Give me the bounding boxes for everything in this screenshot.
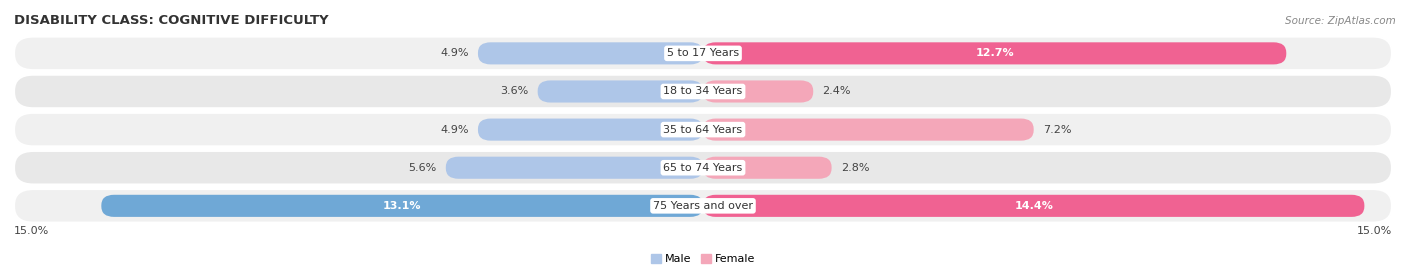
FancyBboxPatch shape (14, 37, 1392, 70)
Text: 18 to 34 Years: 18 to 34 Years (664, 86, 742, 96)
FancyBboxPatch shape (537, 80, 703, 103)
Text: 13.1%: 13.1% (382, 201, 422, 211)
FancyBboxPatch shape (703, 80, 813, 103)
Text: 3.6%: 3.6% (501, 86, 529, 96)
Text: DISABILITY CLASS: COGNITIVE DIFFICULTY: DISABILITY CLASS: COGNITIVE DIFFICULTY (14, 14, 329, 27)
FancyBboxPatch shape (14, 75, 1392, 108)
FancyBboxPatch shape (703, 42, 1286, 65)
FancyBboxPatch shape (478, 42, 703, 65)
Text: 35 to 64 Years: 35 to 64 Years (664, 124, 742, 135)
FancyBboxPatch shape (478, 119, 703, 141)
Legend: Male, Female: Male, Female (651, 254, 755, 264)
Text: 2.4%: 2.4% (823, 86, 851, 96)
FancyBboxPatch shape (703, 195, 1364, 217)
Text: 5 to 17 Years: 5 to 17 Years (666, 48, 740, 58)
Text: 4.9%: 4.9% (440, 48, 468, 58)
FancyBboxPatch shape (14, 189, 1392, 222)
FancyBboxPatch shape (703, 119, 1033, 141)
Text: 4.9%: 4.9% (440, 124, 468, 135)
Text: 75 Years and over: 75 Years and over (652, 201, 754, 211)
Text: 15.0%: 15.0% (1357, 226, 1392, 236)
Text: 65 to 74 Years: 65 to 74 Years (664, 163, 742, 173)
FancyBboxPatch shape (14, 151, 1392, 184)
Text: 5.6%: 5.6% (408, 163, 437, 173)
Text: 14.4%: 14.4% (1014, 201, 1053, 211)
Text: 15.0%: 15.0% (14, 226, 49, 236)
FancyBboxPatch shape (101, 195, 703, 217)
Text: 7.2%: 7.2% (1043, 124, 1071, 135)
FancyBboxPatch shape (703, 157, 831, 179)
Text: 2.8%: 2.8% (841, 163, 869, 173)
Text: Source: ZipAtlas.com: Source: ZipAtlas.com (1285, 16, 1396, 26)
FancyBboxPatch shape (446, 157, 703, 179)
FancyBboxPatch shape (14, 113, 1392, 146)
Text: 12.7%: 12.7% (976, 48, 1014, 58)
